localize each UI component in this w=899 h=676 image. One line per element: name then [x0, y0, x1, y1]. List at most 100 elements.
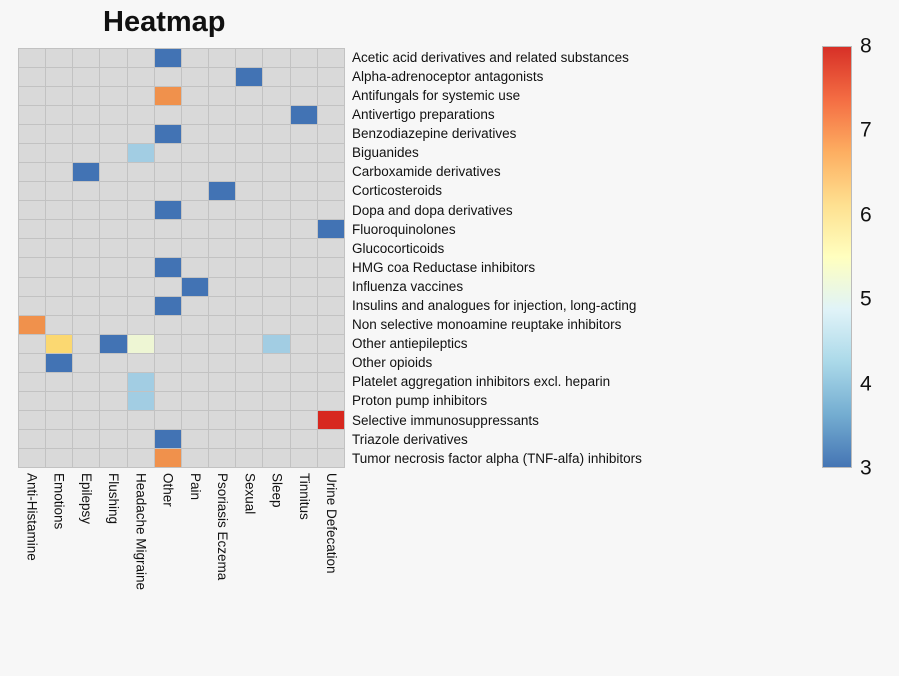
heatmap-cell	[127, 106, 154, 125]
heatmap-cell	[46, 448, 73, 467]
heatmap-cell	[127, 68, 154, 87]
heatmap-cell	[154, 125, 181, 144]
heatmap-cell	[100, 429, 127, 448]
heatmap-cell	[73, 87, 100, 106]
heatmap-cell	[209, 372, 236, 391]
heatmap-cell	[100, 163, 127, 182]
heatmap-cell	[154, 315, 181, 334]
heatmap-cell	[181, 125, 209, 144]
heatmap-cell	[263, 106, 290, 125]
heatmap-cell	[19, 125, 46, 144]
heatmap-cell	[127, 429, 154, 448]
heatmap-cell	[263, 315, 290, 334]
heatmap-cell	[236, 429, 263, 448]
heatmap-cell	[236, 334, 263, 353]
heatmap-cell	[236, 258, 263, 277]
heatmap-cell	[317, 410, 344, 429]
heatmap-cell	[236, 201, 263, 220]
heatmap-cell	[236, 106, 263, 125]
heatmap-cell	[209, 391, 236, 410]
heatmap-cell	[73, 125, 100, 144]
heatmap-cell	[209, 125, 236, 144]
colorbar-tick-label: 8	[860, 34, 872, 58]
row-label: Insulins and analogues for injection, lo…	[352, 298, 637, 314]
heatmap-cell	[236, 315, 263, 334]
heatmap-cell	[181, 448, 209, 467]
colorbar-gradient	[822, 46, 852, 468]
heatmap-cell	[46, 429, 73, 448]
heatmap-cell	[73, 201, 100, 220]
heatmap-cell	[100, 353, 127, 372]
heatmap-cell	[46, 334, 73, 353]
heatmap-cell	[73, 391, 100, 410]
heatmap-cell	[209, 315, 236, 334]
heatmap-cell	[290, 144, 317, 163]
heatmap-cell	[46, 315, 73, 334]
heatmap-cell	[154, 353, 181, 372]
heatmap-cell	[290, 106, 317, 125]
heatmap-cell	[154, 68, 181, 87]
heatmap-cell	[263, 448, 290, 467]
heatmap-cell	[19, 334, 46, 353]
heatmap-cell	[290, 277, 317, 296]
heatmap-cell	[209, 334, 236, 353]
heatmap-cell	[236, 239, 263, 258]
heatmap-cell	[73, 315, 100, 334]
heatmap-cell	[209, 410, 236, 429]
heatmap-cell	[46, 163, 73, 182]
heatmap-cell	[181, 106, 209, 125]
heatmap-cell	[317, 448, 344, 467]
column-label: Urine Defecation	[324, 473, 340, 574]
heatmap-cell	[100, 87, 127, 106]
column-label: Emotions	[51, 473, 67, 530]
heatmap-cell	[317, 239, 344, 258]
heatmap-cell	[317, 258, 344, 277]
heatmap-cell	[236, 391, 263, 410]
heatmap-cell	[19, 220, 46, 239]
heatmap-cell	[46, 125, 73, 144]
column-label: Headache Migraine	[133, 473, 149, 591]
heatmap-cell	[290, 163, 317, 182]
heatmap-cell	[19, 429, 46, 448]
heatmap-cell	[73, 429, 100, 448]
row-label: Platelet aggregation inhibitors excl. he…	[352, 374, 611, 390]
heatmap-cell	[154, 277, 181, 296]
heatmap-cell	[73, 106, 100, 125]
colorbar: 8 7 6 5 4 3	[822, 36, 872, 479]
heatmap-cell	[317, 372, 344, 391]
heatmap-cell	[317, 296, 344, 315]
column-label: Sexual	[242, 473, 258, 515]
heatmap-cell	[236, 87, 263, 106]
heatmap-cell	[154, 258, 181, 277]
heatmap-cell	[154, 296, 181, 315]
heatmap-cell	[263, 353, 290, 372]
heatmap-cell	[46, 353, 73, 372]
heatmap-grid	[18, 48, 345, 468]
heatmap-cell	[263, 372, 290, 391]
heatmap-cell	[73, 182, 100, 201]
heatmap-cell	[154, 391, 181, 410]
row-label: Proton pump inhibitors	[352, 393, 488, 409]
heatmap-cell	[317, 277, 344, 296]
heatmap-cell	[290, 410, 317, 429]
heatmap-cell	[19, 68, 46, 87]
row-label: Other antiepileptics	[352, 336, 468, 352]
heatmap-cell	[263, 182, 290, 201]
heatmap-cell	[181, 163, 209, 182]
heatmap-cell	[100, 410, 127, 429]
heatmap-cell	[127, 239, 154, 258]
heatmap-cell	[73, 144, 100, 163]
heatmap-cell	[317, 49, 344, 68]
heatmap-cell	[290, 182, 317, 201]
row-label: Other opioids	[352, 355, 433, 371]
heatmap-cell	[290, 315, 317, 334]
heatmap-cell	[127, 410, 154, 429]
heatmap-cell	[181, 182, 209, 201]
heatmap-cell	[154, 163, 181, 182]
heatmap-cell	[317, 315, 344, 334]
heatmap-cell	[263, 277, 290, 296]
column-label: Flushing	[106, 473, 122, 525]
heatmap-cell	[127, 182, 154, 201]
heatmap-cell	[317, 429, 344, 448]
heatmap-cell	[127, 125, 154, 144]
